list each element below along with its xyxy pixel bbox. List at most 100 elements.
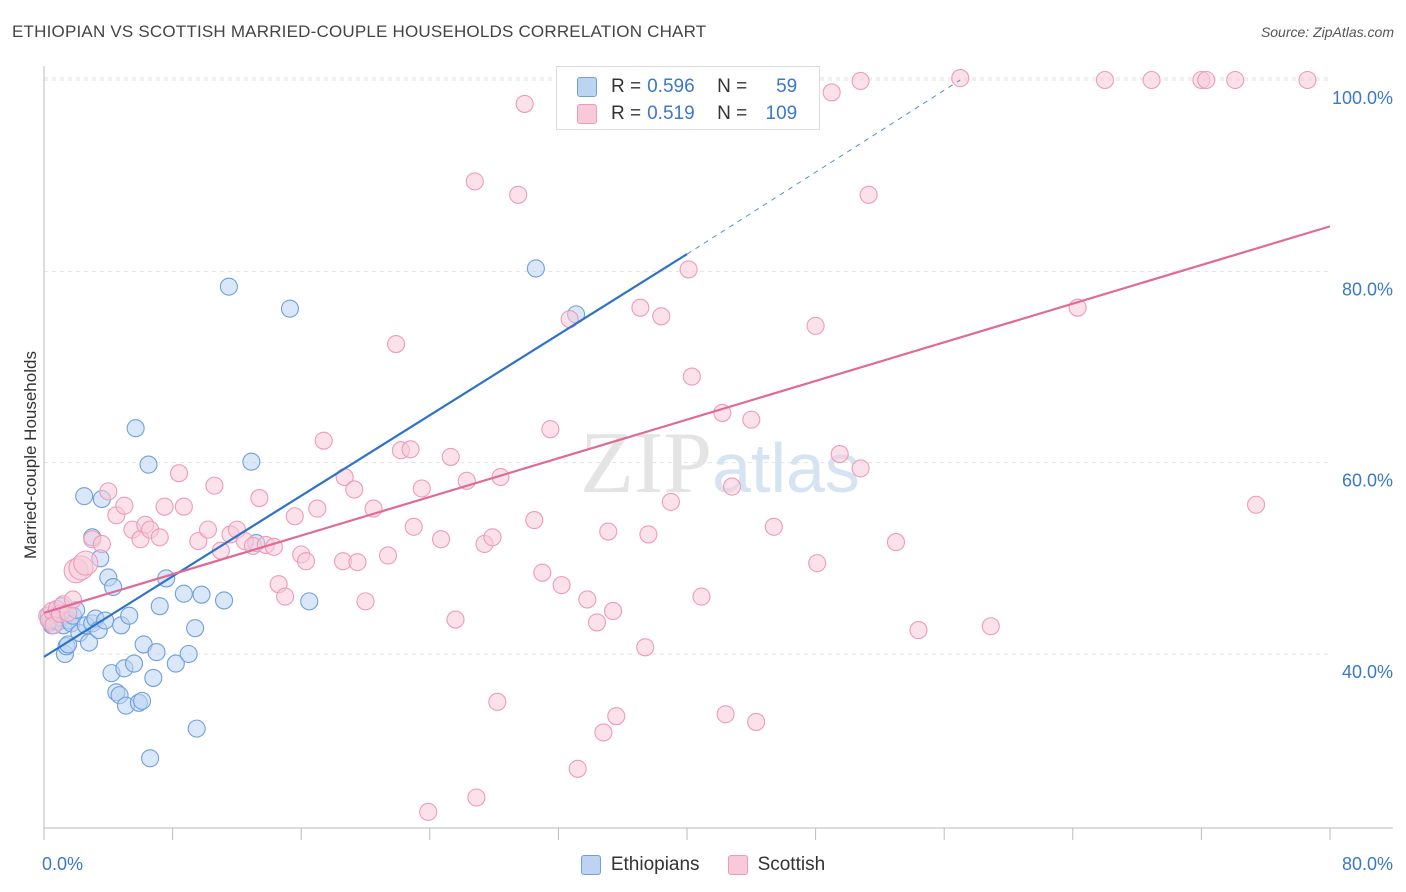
scottish-point <box>552 576 571 595</box>
scottish-point <box>859 185 878 204</box>
n-value-scottish: 109 <box>765 103 798 124</box>
ethiopians-point <box>75 487 94 506</box>
scottish-point <box>441 447 460 466</box>
scottish-point <box>716 705 735 724</box>
legend-row-ethiopians: R = 0.596 N = 59 <box>577 76 797 98</box>
scottish-point <box>419 802 438 821</box>
x-tick-label: 80.0% <box>1342 854 1393 874</box>
ethiopians-point <box>300 592 319 611</box>
scottish-point <box>401 440 420 459</box>
scottish-point <box>483 528 502 547</box>
scottish-point <box>169 464 189 483</box>
scottish-point <box>692 587 711 606</box>
watermark-zip: ZIP <box>580 415 712 512</box>
scottish-point <box>205 476 224 495</box>
scottish-point <box>99 482 118 501</box>
chart-title: ETHIOPIAN VS SCOTTISH MARRIED-COUPLE HOU… <box>12 22 707 41</box>
series-swatch-ethiopians <box>580 855 601 875</box>
scottish-point <box>886 533 906 552</box>
legend-swatch-ethiopians <box>577 77 597 97</box>
scottish-point <box>1197 70 1216 90</box>
scottish-point <box>73 550 99 576</box>
scottish-point <box>636 638 655 657</box>
ethiopians-point <box>79 633 99 652</box>
gridlines <box>44 77 1330 655</box>
scottish-point <box>488 692 507 711</box>
data-points <box>38 69 1317 821</box>
scottish-point <box>150 528 169 547</box>
ethiopians-point <box>187 719 206 738</box>
scottish-point <box>509 185 528 204</box>
series-swatch-scottish <box>727 855 748 875</box>
y-tick-label: 100.0% <box>1332 88 1393 108</box>
n-label: N = <box>717 103 748 124</box>
trend-lines <box>43 79 1331 658</box>
ethiopians-point <box>280 299 299 318</box>
scottish-point <box>599 522 618 541</box>
scottish-point <box>174 497 193 516</box>
scottish-point <box>1095 70 1114 90</box>
ethiopians-point <box>192 585 211 604</box>
correlation-legend: R = 0.596 N = 59 R = 0.519 N = 109 <box>556 66 820 130</box>
series-legend-ethiopians[interactable]: Ethiopians <box>580 854 700 876</box>
scottish-point <box>909 621 928 640</box>
scottish-point <box>446 610 465 629</box>
ethiopians-point <box>144 668 163 687</box>
scottish-point <box>525 511 544 530</box>
n-value-ethiopians: 59 <box>776 76 798 97</box>
scottish-point <box>661 492 680 511</box>
scottish-point <box>981 617 1000 636</box>
scottish-point <box>92 534 111 554</box>
scottish-point <box>296 552 316 571</box>
scottish-point <box>541 420 560 439</box>
scottish-point <box>682 367 701 386</box>
scottish-point <box>747 712 766 731</box>
axes <box>43 66 1393 840</box>
ethiopians-point <box>179 644 198 664</box>
scottish-point <box>276 587 295 606</box>
scottish-point <box>491 467 510 487</box>
scottish-point <box>594 723 613 742</box>
ethiopians-trend-line <box>43 253 688 658</box>
scottish-point <box>679 260 698 279</box>
scottish-point <box>639 525 658 544</box>
scottish-point <box>1298 70 1317 90</box>
scottish-point <box>742 410 761 429</box>
r-label: R = <box>611 76 642 97</box>
scottish-point <box>764 517 783 536</box>
scottish-point <box>378 546 398 565</box>
scottish-point <box>604 601 623 621</box>
ethiopians-point <box>174 584 193 603</box>
scottish-point <box>951 69 970 88</box>
scottish-point <box>607 707 626 726</box>
scottish-point <box>115 496 134 515</box>
n-label: N = <box>717 76 748 97</box>
scottish-point <box>198 520 218 539</box>
scottish-point <box>652 307 671 326</box>
watermark: ZIPatlas <box>580 415 860 512</box>
ethiopians-point <box>124 654 144 673</box>
scottish-point <box>851 71 870 91</box>
y-tick-label: 80.0% <box>1342 279 1393 299</box>
scottish-point <box>1226 70 1245 90</box>
scottish-point <box>830 445 849 464</box>
scottish-trend-line <box>43 225 1331 614</box>
series-name-ethiopians: Ethiopians <box>610 854 700 875</box>
ethiopians-point <box>147 643 166 662</box>
ethiopians-point <box>126 419 145 438</box>
scottish-point <box>432 530 451 549</box>
scottish-point <box>515 94 534 113</box>
tick-labels: 40.0% 60.0% 80.0% 100.0% 0.0% 80.0% <box>42 88 1393 874</box>
ethiopians-point <box>214 591 234 610</box>
series-legend-scottish[interactable]: Scottish <box>727 854 825 876</box>
legend-swatch-scottish <box>577 104 597 124</box>
scottish-point <box>631 298 650 317</box>
ethiopians-point <box>141 749 160 768</box>
r-label: R = <box>611 103 642 124</box>
scottish-point <box>356 592 375 611</box>
scottish-point <box>808 554 827 573</box>
scottish-point <box>314 431 333 450</box>
scottish-point <box>467 788 486 807</box>
ethiopians-point <box>526 259 545 278</box>
